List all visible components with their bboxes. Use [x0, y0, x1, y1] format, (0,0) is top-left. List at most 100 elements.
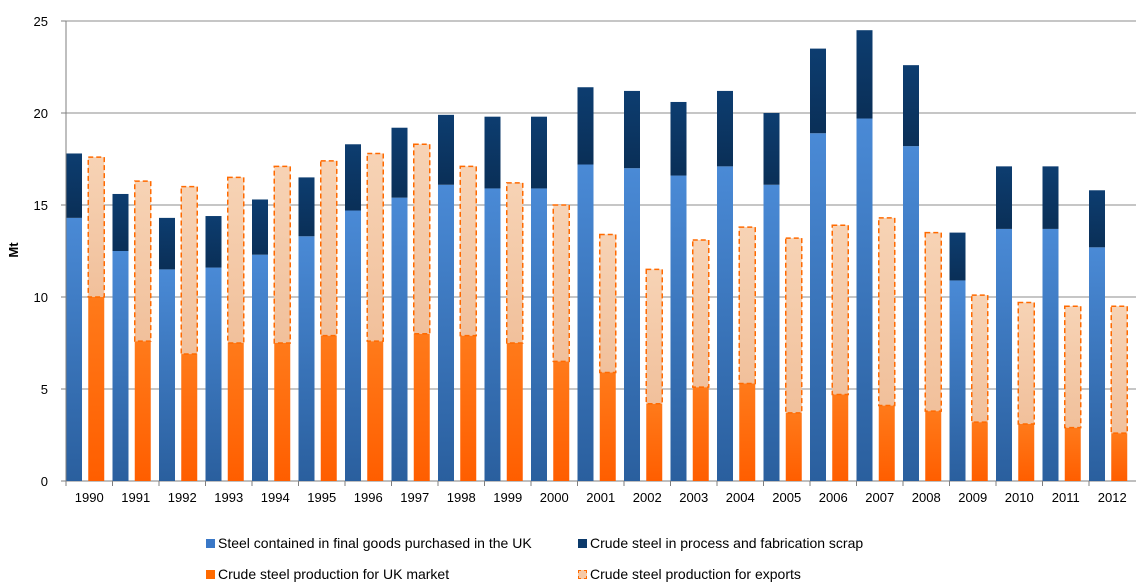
x-tick-label: 1990 — [75, 490, 104, 505]
bar-segment — [134, 180, 152, 342]
x-tick-label: 1993 — [214, 490, 243, 505]
legend-swatch — [206, 538, 215, 548]
bar-segment — [599, 372, 616, 481]
bar-segment — [971, 294, 989, 423]
bar-segment — [112, 251, 129, 481]
bar-segment — [227, 176, 245, 344]
bar-segment — [646, 403, 663, 481]
bar-segment — [832, 394, 849, 481]
bar-segment — [810, 48, 826, 134]
bar-segment — [903, 65, 919, 147]
x-tick-label: 1991 — [121, 490, 150, 505]
bar-segment — [159, 217, 175, 270]
bar-segment — [1089, 190, 1105, 248]
bar-segment — [670, 101, 687, 176]
bar-segment — [274, 343, 291, 481]
legend-swatch — [578, 569, 587, 579]
bar-segment — [717, 90, 733, 167]
bar-segment — [66, 217, 82, 481]
bar-segment — [810, 133, 826, 482]
x-tick-label: 1996 — [354, 490, 383, 505]
x-tick-label: 1997 — [400, 490, 429, 505]
bar-segment — [599, 233, 617, 374]
legend-swatch — [578, 538, 587, 548]
bar-segment — [1064, 427, 1081, 481]
bar-segment — [763, 113, 780, 185]
bar-segment — [1111, 433, 1128, 481]
bar-segment — [856, 118, 873, 482]
x-tick-label: 2008 — [912, 490, 941, 505]
bar-segment — [717, 166, 733, 482]
bar-segment — [320, 335, 337, 481]
bar-segment — [785, 237, 803, 414]
bar-segment — [878, 217, 896, 407]
bar-segment — [670, 175, 687, 481]
y-tick-label: 15 — [34, 198, 48, 213]
bar-segment — [1089, 247, 1105, 481]
bar-segment — [345, 210, 361, 481]
bar-segment — [88, 297, 105, 481]
bar-segment — [763, 184, 780, 481]
bar-segment — [298, 177, 315, 237]
bar-segment — [624, 90, 640, 169]
bar-segment — [577, 87, 594, 165]
x-tick-label: 2010 — [1005, 490, 1034, 505]
bar-segment — [1017, 301, 1035, 425]
bar-segment — [506, 343, 523, 481]
bar-segment — [273, 165, 291, 344]
bar-segment — [856, 30, 873, 119]
bar-segment — [180, 185, 198, 355]
bar-segment — [413, 143, 431, 335]
bar-segment — [181, 354, 198, 481]
bar-segment — [320, 160, 338, 337]
x-tick-label: 2012 — [1098, 490, 1127, 505]
bar-segment — [134, 341, 151, 481]
bar-segment — [252, 199, 268, 255]
x-tick-label: 2001 — [586, 490, 615, 505]
bar-segment — [831, 224, 849, 396]
bar-segment — [1042, 228, 1059, 481]
bar-segment — [996, 228, 1012, 481]
bar-segment — [624, 168, 640, 481]
bar-segment — [112, 193, 129, 251]
bar-segment — [925, 411, 942, 481]
bar-segment — [367, 341, 384, 481]
legend-item-scrap: Crude steel in process and fabrication s… — [578, 535, 863, 551]
bar-segment — [1018, 423, 1035, 481]
x-tick-label: 2005 — [772, 490, 801, 505]
bar-segment — [298, 236, 315, 481]
y-axis-label: Mt — [6, 242, 21, 258]
bar-segment — [1042, 166, 1059, 229]
y-tick-label: 20 — [34, 106, 48, 121]
bar-segment — [552, 204, 570, 363]
bar-segment — [159, 269, 175, 481]
x-tick-label: 2000 — [540, 490, 569, 505]
x-tick-label: 2011 — [1052, 490, 1080, 505]
x-tick-label: 2009 — [958, 490, 987, 505]
legend-item-final-goods: Steel contained in final goods purchased… — [206, 535, 532, 551]
legend-label: Crude steel production for exports — [590, 566, 801, 582]
bar-segment — [531, 116, 547, 189]
bar-segment — [577, 164, 594, 481]
legend-label: Crude steel in process and fabrication s… — [590, 535, 864, 551]
legend-label: Crude steel production for UK market — [218, 566, 450, 582]
bar-segment — [949, 232, 966, 281]
bar-segment — [438, 184, 454, 481]
bar-segment — [413, 333, 430, 481]
y-tick-label: 0 — [41, 474, 48, 489]
bar-segment — [345, 144, 361, 211]
legend-swatch — [206, 569, 215, 579]
legend-label: Steel contained in final goods purchased… — [218, 535, 532, 551]
bar-segment — [971, 422, 988, 481]
bar-segment — [205, 267, 222, 481]
y-tick-label: 25 — [34, 14, 48, 29]
bar-segment — [460, 335, 477, 481]
bar-segment — [692, 239, 710, 388]
bar-segment — [692, 387, 709, 481]
bar-segment — [484, 188, 501, 481]
bar-segment — [924, 231, 942, 412]
axes: 0 5 10 15 20 25 1990 1991 1992 1993 1994 1995 1996 19… — [34, 14, 1127, 505]
bar-segment — [484, 116, 501, 189]
bar-segment — [531, 188, 547, 481]
y-tick-label: 5 — [41, 382, 48, 397]
